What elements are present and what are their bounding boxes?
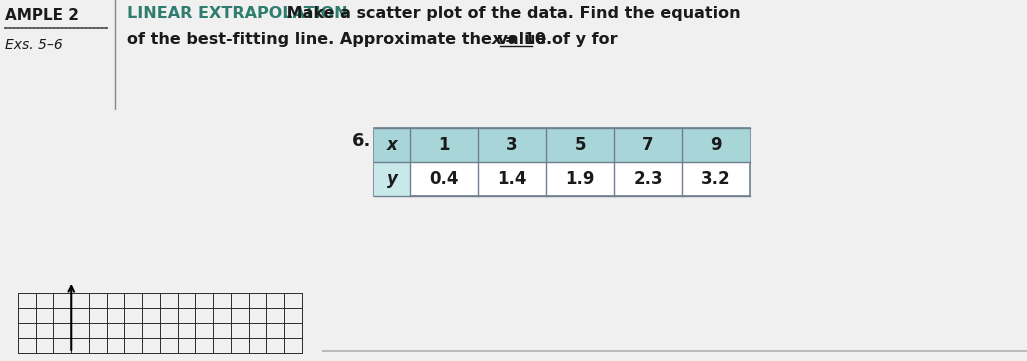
Text: 9: 9: [711, 136, 722, 154]
Text: 7: 7: [642, 136, 654, 154]
Text: 3: 3: [506, 136, 518, 154]
Text: AMPLE 2: AMPLE 2: [5, 8, 79, 23]
Text: 1: 1: [439, 136, 450, 154]
Text: = 10.: = 10.: [499, 32, 551, 47]
Bar: [374, 128, 750, 196]
Text: LINEAR EXTRAPOLATION: LINEAR EXTRAPOLATION: [127, 6, 347, 21]
Text: 5: 5: [574, 136, 585, 154]
Text: Make a scatter plot of the data. Find the equation: Make a scatter plot of the data. Find th…: [281, 6, 740, 21]
Text: 2.3: 2.3: [634, 170, 662, 188]
Bar: [374, 162, 410, 196]
Text: y: y: [386, 170, 397, 188]
Text: 6.: 6.: [352, 132, 372, 150]
Text: 1.4: 1.4: [497, 170, 527, 188]
Text: Exs. 5–6: Exs. 5–6: [5, 38, 63, 52]
Text: 0.4: 0.4: [429, 170, 459, 188]
Text: 3.2: 3.2: [701, 170, 731, 188]
Text: 1.9: 1.9: [565, 170, 595, 188]
Text: x: x: [386, 136, 397, 154]
Bar: [374, 128, 750, 162]
Text: of the best-fitting line. Approximate the value of y for: of the best-fitting line. Approximate th…: [127, 32, 623, 47]
Text: x: x: [492, 32, 502, 47]
